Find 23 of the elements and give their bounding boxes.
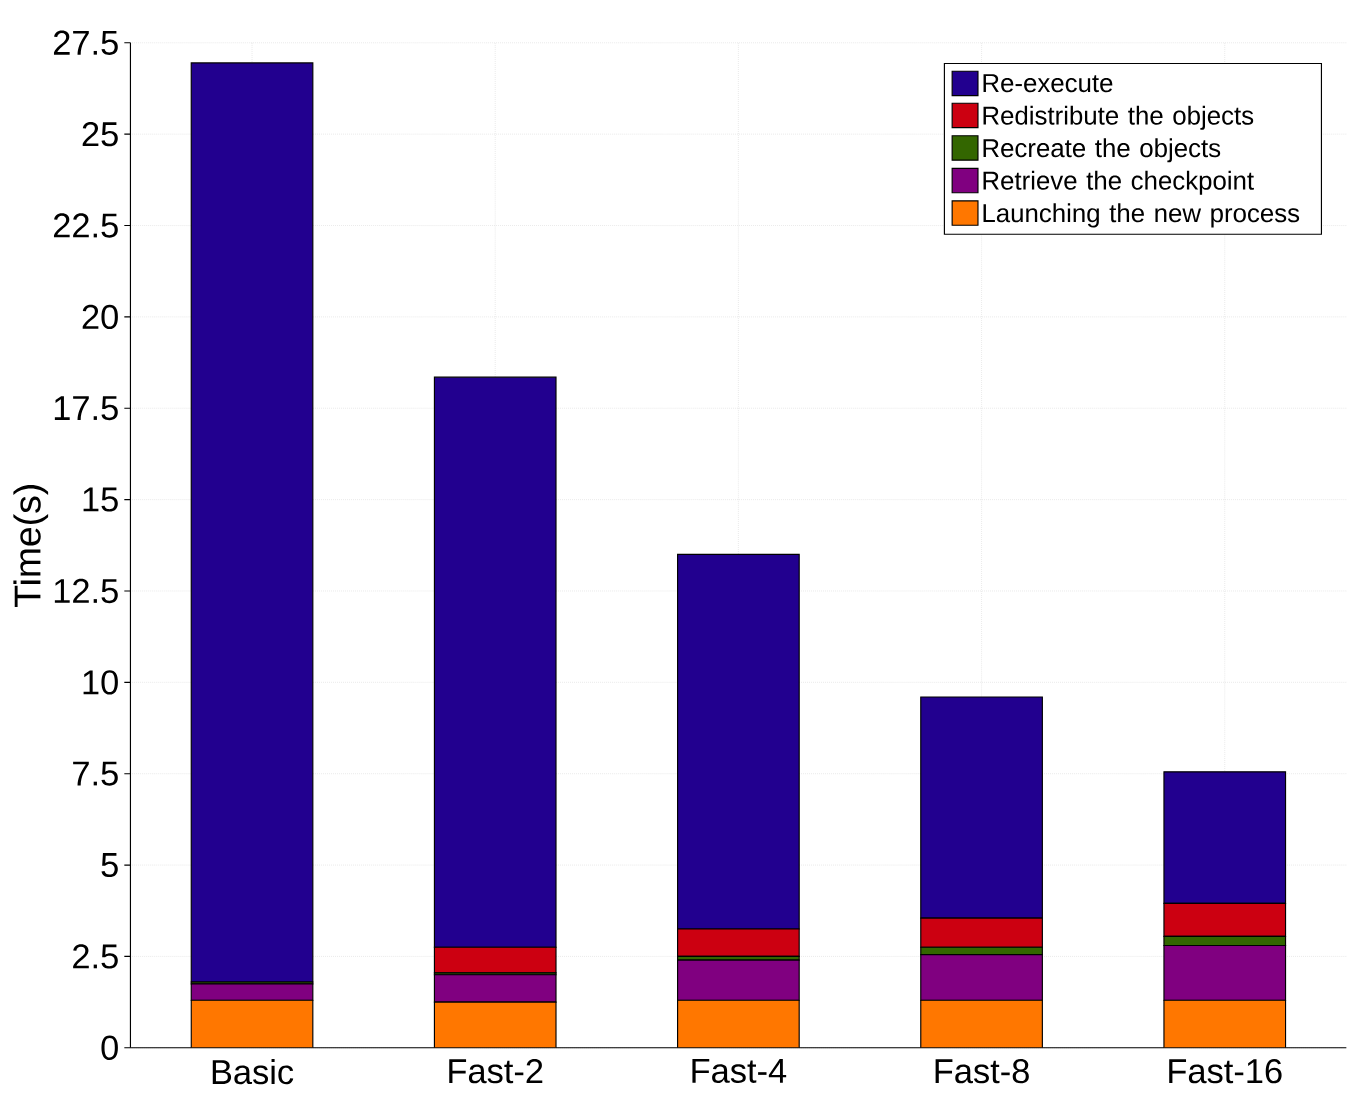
y-tick-label: 12.5 <box>54 579 118 604</box>
y-axis-title: Time(s) <box>13 485 49 608</box>
y-tick-label: 27.5 <box>53 30 118 56</box>
y-tick-label: 7.5 <box>73 761 118 786</box>
y-tick-label: 20 <box>82 304 118 330</box>
x-tick-label: Basic <box>212 1059 294 1085</box>
x-tick-label: Fast-16 <box>1169 1059 1282 1084</box>
y-tick-label: 17.5 <box>54 396 118 421</box>
y-tick-label: 2.5 <box>73 944 118 969</box>
y-tick-label: 22.5 <box>53 213 118 238</box>
legend-label: Re-execute <box>983 74 1113 93</box>
legend-label: Launching the new process <box>983 203 1300 228</box>
legend-label: Redistribute the objects <box>983 105 1254 131</box>
y-tick-label: 25 <box>82 122 118 147</box>
legend-label: Retrieve the checkpoint <box>983 171 1254 196</box>
y-tick-label: 5 <box>101 853 118 878</box>
y-tick-label: 15 <box>83 487 118 512</box>
y-tick-label: 0 <box>101 1035 118 1061</box>
y-tick-label: 10 <box>83 670 118 695</box>
x-tick-label: Fast-8 <box>935 1059 1029 1084</box>
legend-label: Recreate the objects <box>983 138 1221 163</box>
x-tick-label: Fast-2 <box>449 1059 543 1084</box>
x-tick-label: Fast-4 <box>692 1059 787 1084</box>
